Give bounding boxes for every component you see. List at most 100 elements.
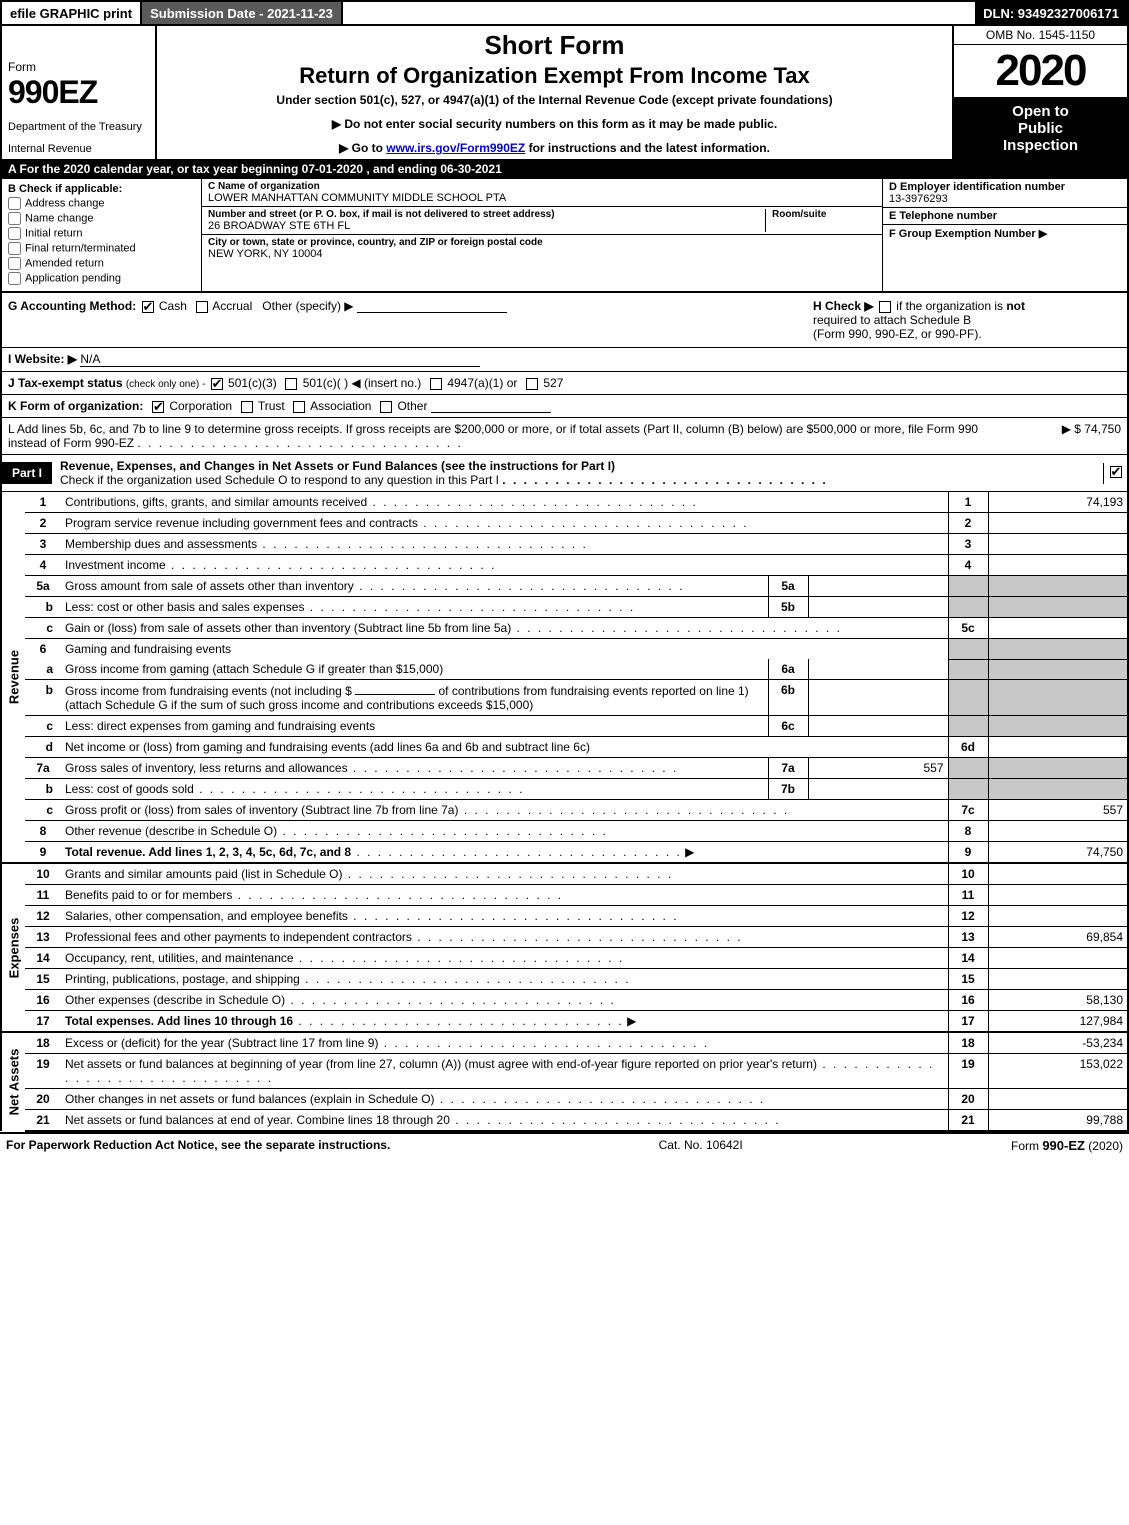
- r17-col: 17: [948, 1011, 988, 1033]
- chk-501c[interactable]: [285, 378, 297, 390]
- chk-association[interactable]: [293, 401, 305, 413]
- ein-label: D Employer identification number: [889, 181, 1121, 193]
- top-bar: efile GRAPHIC print Submission Date - 20…: [0, 0, 1129, 26]
- footer-right: Form 990-EZ (2020): [1011, 1138, 1123, 1153]
- ein-value: 13-3976293: [889, 193, 1121, 205]
- form-number: 990EZ: [8, 74, 97, 110]
- r5c-col: 5c: [948, 618, 988, 639]
- row-6a: a Gross income from gaming (attach Sched…: [1, 659, 1128, 680]
- r10-val: [988, 863, 1128, 885]
- chk-amended-return[interactable]: Amended return: [8, 257, 195, 270]
- revenue-side-label: Revenue: [1, 492, 25, 863]
- r6c-innum: 6c: [768, 716, 808, 737]
- chk-trust[interactable]: [241, 401, 253, 413]
- row-20: 20 Other changes in net assets or fund b…: [1, 1089, 1128, 1110]
- form-word: Form: [8, 60, 36, 74]
- r9-val: 74,750: [988, 842, 1128, 864]
- r6b-num: b: [25, 680, 61, 716]
- chk-4947[interactable]: [430, 378, 442, 390]
- chk-name-change[interactable]: Name change: [8, 212, 195, 225]
- irs-link[interactable]: www.irs.gov/Form990EZ: [386, 141, 525, 155]
- r4-col: 4: [948, 555, 988, 576]
- r7c-desc: Gross profit or (loss) from sales of inv…: [65, 803, 458, 817]
- r6a-val: [988, 659, 1128, 680]
- r14-col: 14: [948, 948, 988, 969]
- line-g-h: G Accounting Method: Cash Accrual Other …: [0, 293, 1129, 348]
- r6b-inval: [808, 680, 948, 716]
- r5a-innum: 5a: [768, 576, 808, 597]
- cash-label: Cash: [159, 299, 187, 313]
- opt-527: 527: [543, 376, 563, 390]
- page-footer: For Paperwork Reduction Act Notice, see …: [0, 1132, 1129, 1157]
- r21-desc: Net assets or fund balances at end of ye…: [65, 1113, 450, 1127]
- r2-val: [988, 513, 1128, 534]
- header-center: Short Form Return of Organization Exempt…: [157, 26, 952, 159]
- line-i: I Website: ▶ N/A: [0, 348, 1129, 372]
- r8-num: 8: [25, 821, 61, 842]
- line-g-label: G Accounting Method:: [8, 299, 136, 313]
- r7c-col: 7c: [948, 800, 988, 821]
- r7c-num: c: [25, 800, 61, 821]
- chk-final-return[interactable]: Final return/terminated: [8, 242, 195, 255]
- chk-501c3[interactable]: [211, 378, 223, 390]
- r2-num: 2: [25, 513, 61, 534]
- r16-col: 16: [948, 990, 988, 1011]
- r2-col: 2: [948, 513, 988, 534]
- chk-application-pending[interactable]: Application pending: [8, 272, 195, 285]
- chk-address-change[interactable]: Address change: [8, 197, 195, 210]
- line-h-text3: (Form 990, 990-EZ, or 990-PF).: [813, 327, 982, 341]
- topbar-spacer: [343, 2, 975, 24]
- r16-desc: Other expenses (describe in Schedule O): [65, 993, 285, 1007]
- r6b-col: [948, 680, 988, 716]
- r18-col: 18: [948, 1032, 988, 1054]
- r17-desc: Total expenses. Add lines 10 through 16: [65, 1014, 293, 1028]
- row-16: 16 Other expenses (describe in Schedule …: [1, 990, 1128, 1011]
- r5b-innum: 5b: [768, 597, 808, 618]
- chk-527[interactable]: [526, 378, 538, 390]
- r16-val: 58,130: [988, 990, 1128, 1011]
- part-1-dots: [502, 473, 827, 487]
- r19-val: 153,022: [988, 1054, 1128, 1089]
- row-9: 9 Total revenue. Add lines 1, 2, 3, 4, 5…: [1, 842, 1128, 864]
- r12-val: [988, 906, 1128, 927]
- r10-num: 10: [25, 863, 61, 885]
- r5b-col: [948, 597, 988, 618]
- line-k-label: K Form of organization:: [8, 399, 143, 413]
- line-h: H Check ▶ if the organization is not req…: [807, 293, 1127, 347]
- chk-accrual[interactable]: [196, 301, 208, 313]
- line-i-label: I Website: ▶: [8, 352, 77, 366]
- efile-print-label[interactable]: efile GRAPHIC print: [2, 2, 142, 24]
- r1-desc: Contributions, gifts, grants, and simila…: [65, 495, 367, 509]
- chk-initial-return[interactable]: Initial return: [8, 227, 195, 240]
- netassets-side-label: Net Assets: [1, 1032, 25, 1131]
- line-k: K Form of organization: Corporation Trus…: [0, 395, 1129, 418]
- row-5a: 5a Gross amount from sale of assets othe…: [1, 576, 1128, 597]
- chk-schedule-b-not-required[interactable]: [879, 301, 891, 313]
- row-11: 11 Benefits paid to or for members 11: [1, 885, 1128, 906]
- chk-cash[interactable]: [142, 301, 154, 313]
- r18-val: -53,234: [988, 1032, 1128, 1054]
- addr-label: Number and street (or P. O. box, if mail…: [208, 209, 759, 220]
- line-h-label: H Check ▶: [813, 299, 874, 313]
- chk-corporation[interactable]: [152, 401, 164, 413]
- part-1-table: Revenue 1 Contributions, gifts, grants, …: [0, 492, 1129, 1132]
- other-specify-line[interactable]: [357, 300, 507, 313]
- part-1-subtitle: Check if the organization used Schedule …: [60, 473, 499, 487]
- r6b-blank[interactable]: [355, 683, 435, 695]
- form-title: Return of Organization Exempt From Incom…: [165, 63, 944, 89]
- r6c-desc: Less: direct expenses from gaming and fu…: [65, 719, 375, 733]
- chk-schedule-o-part1[interactable]: [1110, 466, 1122, 478]
- form-subtitle: Under section 501(c), 527, or 4947(a)(1)…: [165, 93, 944, 107]
- r6a-num: a: [25, 659, 61, 680]
- r11-num: 11: [25, 885, 61, 906]
- org-other-line[interactable]: [431, 399, 551, 413]
- r9-desc: Total revenue. Add lines 1, 2, 3, 4, 5c,…: [65, 845, 351, 859]
- accrual-label: Accrual: [212, 299, 252, 313]
- r7b-num: b: [25, 779, 61, 800]
- r13-num: 13: [25, 927, 61, 948]
- inspect-line3: Inspection: [956, 137, 1125, 154]
- chk-org-other[interactable]: [380, 401, 392, 413]
- row-2: 2 Program service revenue including gove…: [1, 513, 1128, 534]
- r5c-num: c: [25, 618, 61, 639]
- r16-num: 16: [25, 990, 61, 1011]
